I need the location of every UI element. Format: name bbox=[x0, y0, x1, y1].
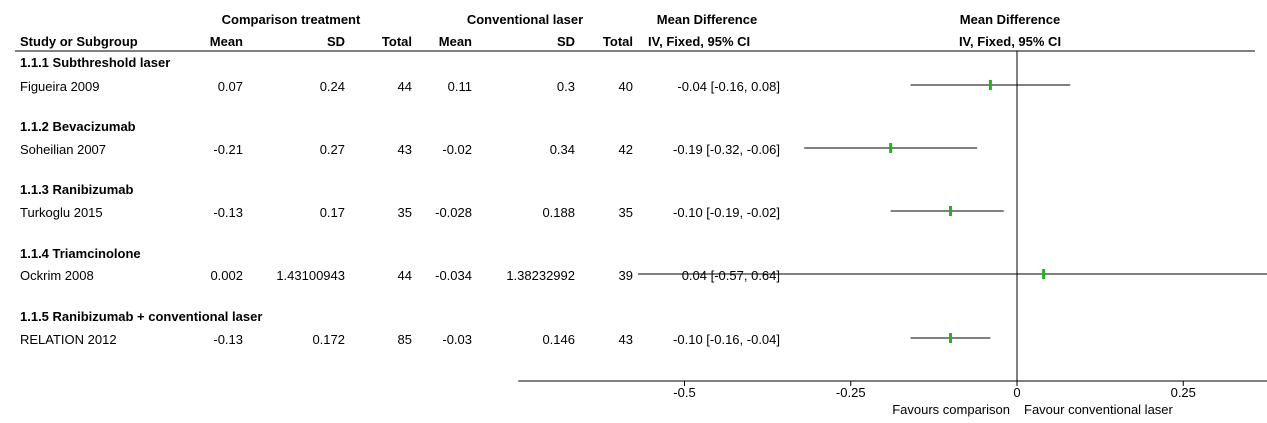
subgroup-heading: 1.1.3 Ranibizumab bbox=[20, 182, 134, 197]
ci-text-cell: -0.04 [-0.16, 0.08] bbox=[677, 79, 780, 94]
study-column-header: Study or Subgroup bbox=[20, 34, 138, 49]
x-tick-label: -0.25 bbox=[836, 385, 866, 400]
mean2-cell: 0.11 bbox=[447, 79, 472, 94]
total1-cell: 85 bbox=[397, 332, 412, 347]
subgroup-heading: 1.1.4 Triamcinolone bbox=[20, 246, 141, 261]
study-name: RELATION 2012 bbox=[20, 332, 117, 347]
total2-column-header: Total bbox=[602, 34, 633, 49]
total2-cell: 35 bbox=[618, 205, 633, 220]
mean1-cell: -0.13 bbox=[213, 205, 243, 220]
md-text-header: Mean Difference bbox=[656, 12, 758, 27]
total1-column-header: Total bbox=[381, 34, 412, 49]
x-tick-label: 0 bbox=[1013, 385, 1020, 400]
subgroup-heading: 1.1.2 Bevacizumab bbox=[20, 119, 136, 134]
sd2-cell: 0.146 bbox=[542, 332, 575, 347]
point-estimate-marker bbox=[949, 333, 952, 343]
point-estimate-marker bbox=[949, 206, 952, 216]
mean1-cell: -0.13 bbox=[213, 332, 243, 347]
mean1-column-header: Mean bbox=[209, 34, 243, 49]
mean1-cell: 0.07 bbox=[217, 79, 243, 94]
mean2-cell: -0.034 bbox=[435, 268, 472, 283]
point-estimate-marker bbox=[889, 143, 893, 153]
sd2-column-header: SD bbox=[556, 34, 575, 49]
subgroup-heading: 1.1.1 Subthreshold laser bbox=[20, 55, 171, 70]
md-text-method-header: IV, Fixed, 95% CI bbox=[648, 34, 751, 49]
sd2-cell: 0.188 bbox=[542, 205, 575, 220]
sd1-cell: 0.172 bbox=[312, 332, 345, 347]
group1-header: Comparison treatment bbox=[221, 12, 361, 27]
favours-left-label: Favours comparison bbox=[892, 402, 1010, 417]
total2-cell: 43 bbox=[618, 332, 633, 347]
total1-cell: 43 bbox=[397, 142, 412, 157]
total1-cell: 35 bbox=[397, 205, 412, 220]
study-name: Figueira 2009 bbox=[20, 79, 100, 94]
md-plot-method-header: IV, Fixed, 95% CI bbox=[958, 34, 1062, 49]
ci-text-cell: -0.10 [-0.16, -0.04] bbox=[673, 332, 780, 347]
mean1-cell: 0.002 bbox=[210, 268, 243, 283]
md-plot-header: Mean Difference bbox=[959, 12, 1061, 27]
mean2-cell: -0.02 bbox=[442, 142, 472, 157]
group2-header: Conventional laser bbox=[466, 12, 584, 27]
point-estimate-marker bbox=[1042, 269, 1046, 279]
ci-text-cell: 0.04 [-0.57, 0.64] bbox=[681, 268, 780, 283]
sd2-cell: 0.34 bbox=[549, 142, 575, 157]
mean2-cell: -0.03 bbox=[442, 332, 472, 347]
total2-cell: 42 bbox=[618, 142, 633, 157]
ci-text-cell: -0.19 [-0.32, -0.06] bbox=[673, 142, 780, 157]
subgroup-heading: 1.1.5 Ranibizumab + conventional laser bbox=[20, 309, 263, 324]
x-tick-label: 0.25 bbox=[1171, 385, 1196, 400]
study-name: Soheilian 2007 bbox=[20, 142, 107, 157]
sd1-cell: 1.43100943 bbox=[276, 268, 345, 283]
ci-text-cell: -0.10 [-0.19, -0.02] bbox=[673, 205, 780, 220]
x-tick-label: -0.5 bbox=[673, 385, 695, 400]
sd2-cell: 1.38232992 bbox=[506, 268, 575, 283]
study-name: Ockrim 2008 bbox=[20, 268, 94, 283]
sd1-cell: 0.24 bbox=[319, 79, 345, 94]
sd1-cell: 0.27 bbox=[319, 142, 345, 157]
study-name: Turkoglu 2015 bbox=[20, 205, 103, 220]
total2-cell: 39 bbox=[618, 268, 633, 283]
favours-right-label: Favour conventional laser bbox=[1024, 402, 1174, 417]
total1-cell: 44 bbox=[397, 268, 412, 283]
mean2-column-header: Mean bbox=[438, 34, 472, 49]
total2-cell: 40 bbox=[618, 79, 633, 94]
sd1-cell: 0.17 bbox=[319, 205, 345, 220]
point-estimate-marker bbox=[988, 80, 992, 90]
mean2-cell: -0.028 bbox=[435, 205, 472, 220]
sd2-cell: 0.3 bbox=[556, 79, 575, 94]
total1-cell: 44 bbox=[397, 79, 412, 94]
sd1-column-header: SD bbox=[326, 34, 345, 49]
mean1-cell: -0.21 bbox=[213, 142, 243, 157]
